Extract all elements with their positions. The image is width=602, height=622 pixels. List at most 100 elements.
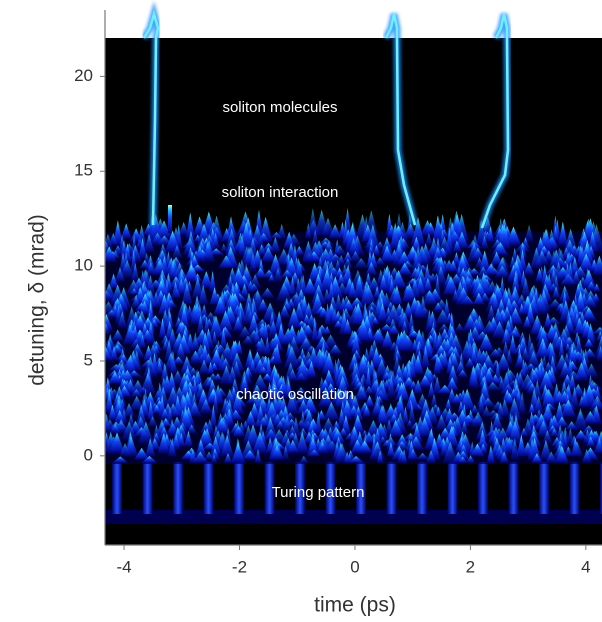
spike [236,310,244,331]
spike [394,395,406,417]
spike [220,327,227,348]
spike [117,311,127,328]
spike [259,416,269,427]
spike [331,307,339,325]
spike [581,307,597,321]
spike [596,346,602,361]
spike [111,329,124,341]
spike [183,265,199,282]
spike [351,331,361,354]
spike [339,297,348,311]
spike [486,305,496,321]
spike [440,350,450,367]
spike [145,274,156,295]
spike [200,271,213,288]
spike [570,256,580,275]
spike [146,322,156,344]
spike [593,283,601,292]
spike [411,217,425,245]
spike [337,408,346,427]
spike [549,330,563,351]
spike [511,247,518,262]
spike [442,276,459,295]
spike [494,265,511,278]
spike [343,451,351,463]
spike [242,302,255,325]
spike [427,382,435,397]
spike [445,377,459,391]
spike [191,276,204,298]
spike [492,321,507,338]
spike [406,420,414,427]
spike [312,273,325,292]
spike [166,406,173,424]
spike [387,318,399,334]
spike [151,432,162,443]
spike [423,277,433,292]
spike [297,428,309,437]
spike [583,339,594,348]
spike [249,252,257,272]
spike [348,305,364,325]
spike [135,404,147,427]
spike [499,451,509,463]
stripe [447,462,458,514]
spike [526,303,535,325]
spike [207,361,214,374]
spike [171,245,183,259]
spike [582,269,596,288]
y-tick-label: 0 [84,445,93,464]
spike [558,221,568,245]
spike [333,245,347,255]
spike [586,436,596,447]
spike [314,336,331,351]
spike [218,310,233,331]
spike [473,348,486,367]
spike [210,454,218,463]
spike [565,370,582,381]
spike [190,332,200,351]
spike [134,447,150,460]
spike [362,405,371,417]
spike [306,314,317,328]
spike [105,323,110,334]
spike [140,269,150,288]
spike [181,282,193,305]
spike [496,402,505,417]
spike [124,379,137,394]
spike [393,349,402,361]
spike [416,453,429,460]
spike [180,356,194,374]
spike [162,340,169,351]
spike [223,453,233,463]
spike [357,441,373,453]
spike [490,251,503,265]
spike [477,429,488,450]
spike [262,418,279,440]
spike [520,277,531,298]
stripe [569,462,580,514]
spike [222,294,239,315]
spike [454,323,465,331]
spike [500,371,512,394]
y-tick-label: 15 [74,161,93,180]
spike [552,225,559,242]
spike [140,372,156,394]
spike [377,303,388,321]
spike [210,436,222,457]
spike [502,329,510,344]
spike [285,325,299,344]
spike [133,329,146,348]
spike [452,252,461,265]
spike [157,433,170,453]
spike [398,312,411,328]
spike [515,372,526,387]
spike [220,243,228,252]
spike [507,307,524,325]
spike [177,432,186,447]
spike [254,449,262,463]
spike [542,403,557,410]
x-axis-label: time (ps) [314,594,396,617]
spike [130,288,139,295]
spike [405,388,420,410]
